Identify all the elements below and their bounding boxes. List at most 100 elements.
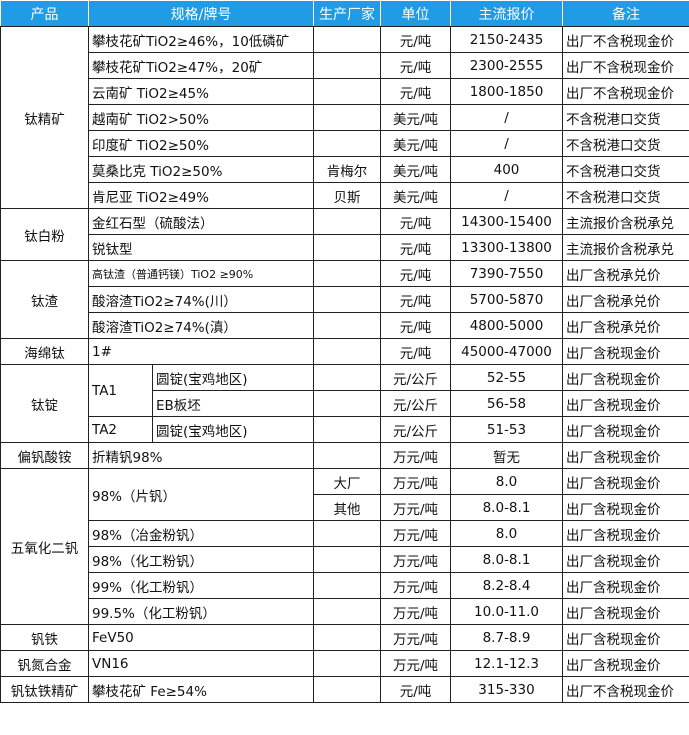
spec-cell: TA2 bbox=[88, 416, 153, 443]
producer-cell: 肯梅尔 bbox=[313, 156, 381, 183]
unit-cell: 万元/吨 bbox=[380, 494, 451, 521]
producer-cell bbox=[313, 52, 381, 79]
price-table: 产品 规格/牌号 生产厂家 单位 主流报价 备注 钛精矿 攀枝花矿TiO2≥46%… bbox=[0, 0, 689, 703]
unit-cell: 元/公斤 bbox=[380, 390, 451, 417]
header-note: 备注 bbox=[562, 0, 689, 27]
producer-cell: 大厂 bbox=[313, 468, 381, 495]
producer-cell bbox=[313, 312, 381, 339]
note-cell: 出厂含税现金价 bbox=[562, 364, 689, 391]
price-cell: 52-55 bbox=[450, 364, 563, 391]
table-row: 99.5%（化工粉钒） 万元/吨 10.0-11.0 出厂含税现金价 bbox=[1, 598, 689, 625]
table-row: 海绵钛 1# 元/吨 45000-47000 出厂含税现金价 bbox=[0, 338, 689, 365]
producer-cell bbox=[313, 286, 381, 313]
table-body: 钛精矿 攀枝花矿TiO2≥46%，10低磷矿 元/吨 2150-2435 出厂不含税现金… bbox=[0, 26, 689, 703]
header-spec: 规格/牌号 bbox=[88, 0, 314, 27]
table-row: 钛精矿 攀枝花矿TiO2≥46%，10低磷矿 元/吨 2150-2435 出厂不含税现金… bbox=[0, 26, 689, 209]
unit-cell: 美元/吨 bbox=[380, 156, 451, 183]
spec-cell: 高钛渣（普通钙镁）TiO2 ≥90% bbox=[88, 260, 314, 287]
table-row: 其他 万元/吨 8.0-8.1 出厂含税现金价 bbox=[1, 494, 689, 521]
producer-cell bbox=[313, 260, 381, 287]
spec-cell: TA1 bbox=[88, 364, 153, 417]
product-cell: 海绵钛 bbox=[0, 338, 89, 365]
producer-cell bbox=[313, 546, 381, 573]
note-cell: 出厂含税承兑价 bbox=[562, 286, 689, 313]
note-cell: 不含税港口交货 bbox=[562, 130, 689, 157]
table-row: 钒钛铁精矿 攀枝花矿 Fe≥54% 元/吨 315-330 出厂不含税现金价 bbox=[0, 676, 689, 703]
spec-cell: 99.5%（化工粉钒） bbox=[88, 598, 314, 625]
table-row: 印度矿 TiO2≥50% 美元/吨 / 不含税港口交货 bbox=[1, 130, 689, 157]
note-cell: 主流报价含税承兑 bbox=[562, 208, 689, 235]
note-cell: 出厂含税现金价 bbox=[562, 598, 689, 625]
table-row: 云南矿 TiO2≥45% 元/吨 1800-1850 出厂不含税现金价 bbox=[1, 78, 689, 105]
table-row: 锐钛型 元/吨 13300-13800 主流报价含税承兑 bbox=[1, 234, 689, 261]
note-cell: 出厂含税现金价 bbox=[562, 650, 689, 677]
unit-cell: 元/吨 bbox=[380, 26, 451, 53]
table-row: 酸溶渣TiO2≥74%(川） 元/吨 5700-5870 出厂含税承兑价 bbox=[1, 286, 689, 313]
price-cell: 12.1-12.3 bbox=[450, 650, 563, 677]
producer-cell bbox=[313, 130, 381, 157]
spec-cell: 攀枝花矿 Fe≥54% bbox=[88, 676, 314, 703]
table-row: 钛白粉 金红石型（硫酸法） 元/吨 14300-15400 主流报价含税承兑 bbox=[0, 208, 689, 261]
product-cell: 钛精矿 bbox=[0, 26, 89, 209]
product-cell: 钛锭 bbox=[0, 364, 89, 443]
note-cell: 出厂含税现金价 bbox=[562, 416, 689, 443]
producer-cell: 贝斯 bbox=[313, 182, 381, 209]
price-cell: 8.0 bbox=[450, 468, 563, 495]
unit-cell: 元/吨 bbox=[380, 78, 451, 105]
price-cell: 56-58 bbox=[450, 390, 563, 417]
price-cell: 14300-15400 bbox=[450, 208, 563, 235]
producer-cell bbox=[313, 624, 381, 651]
table-row: 98%（冶金粉钒） 万元/吨 8.0 出厂含税现金价 bbox=[1, 520, 689, 547]
table-row: 钒氮合金 VN16 万元/吨 12.1-12.3 出厂含税现金价 bbox=[0, 650, 689, 677]
price-cell: 2150-2435 bbox=[450, 26, 563, 53]
spec-cell: 酸溶渣TiO2≥74%(滇） bbox=[88, 312, 314, 339]
table-row: 钛锭 TA1 圆锭(宝鸡地区) 元/公斤 52-55 出厂含税现金价 bbox=[0, 364, 689, 443]
note-cell: 不含税港口交货 bbox=[562, 182, 689, 209]
product-cell: 钒氮合金 bbox=[0, 650, 89, 677]
price-cell: 8.0-8.1 bbox=[450, 494, 563, 521]
price-cell: 8.7-8.9 bbox=[450, 624, 563, 651]
note-cell: 出厂含税现金价 bbox=[562, 338, 689, 365]
form-cell: 圆锭(宝鸡地区) bbox=[152, 364, 314, 391]
producer-cell bbox=[313, 338, 381, 365]
producer-cell bbox=[313, 442, 381, 469]
unit-cell: 美元/吨 bbox=[380, 104, 451, 131]
price-cell: 2300-2555 bbox=[450, 52, 563, 79]
note-cell: 出厂含税现金价 bbox=[562, 520, 689, 547]
price-cell: 10.0-11.0 bbox=[450, 598, 563, 625]
price-cell: 400 bbox=[450, 156, 563, 183]
note-cell: 主流报价含税承兑 bbox=[562, 234, 689, 261]
note-cell: 出厂含税现金价 bbox=[562, 468, 689, 495]
unit-cell: 万元/吨 bbox=[380, 624, 451, 651]
spec-cell: 折精钒98% bbox=[88, 442, 314, 469]
unit-cell: 万元/吨 bbox=[380, 442, 451, 469]
product-cell: 钛渣 bbox=[0, 260, 89, 339]
header-product: 产品 bbox=[0, 0, 89, 27]
unit-cell: 万元/吨 bbox=[380, 520, 451, 547]
table-row: 莫桑比克 TiO2≥50% 肯梅尔 美元/吨 400 不含税港口交货 bbox=[1, 156, 689, 183]
header-row: 产品 规格/牌号 生产厂家 单位 主流报价 备注 bbox=[0, 0, 689, 27]
table-row: 98%（化工粉钒） 万元/吨 8.0-8.1 出厂含税现金价 bbox=[1, 546, 689, 573]
price-cell: 4800-5000 bbox=[450, 312, 563, 339]
unit-cell: 美元/吨 bbox=[380, 182, 451, 209]
producer-cell bbox=[313, 234, 381, 261]
producer-cell bbox=[313, 208, 381, 235]
form-cell: EB板坯 bbox=[152, 390, 314, 417]
header-price: 主流报价 bbox=[450, 0, 563, 27]
producer-cell bbox=[313, 572, 381, 599]
note-cell: 出厂含税现金价 bbox=[562, 442, 689, 469]
price-cell: 45000-47000 bbox=[450, 338, 563, 365]
spec-cell: 肯尼亚 TiO2≥49% bbox=[88, 182, 314, 209]
price-cell: 8.2-8.4 bbox=[450, 572, 563, 599]
note-cell: 出厂含税现金价 bbox=[562, 572, 689, 599]
producer-cell: 其他 bbox=[313, 494, 381, 521]
table-row: TA2 圆锭(宝鸡地区) 元/公斤 51-53 出厂含税现金价 bbox=[1, 416, 689, 443]
producer-cell bbox=[313, 364, 381, 391]
spec-cell: 云南矿 TiO2≥45% bbox=[88, 78, 314, 105]
unit-cell: 万元/吨 bbox=[380, 598, 451, 625]
note-cell: 不含税港口交货 bbox=[562, 156, 689, 183]
table-row: 钒铁 FeV50 万元/吨 8.7-8.9 出厂含税现金价 bbox=[0, 624, 689, 651]
table-row: 酸溶渣TiO2≥74%(滇） 元/吨 4800-5000 出厂含税承兑价 bbox=[1, 312, 689, 339]
spec-cell: 98%（片钒） bbox=[88, 468, 314, 521]
price-cell: 13300-13800 bbox=[450, 234, 563, 261]
